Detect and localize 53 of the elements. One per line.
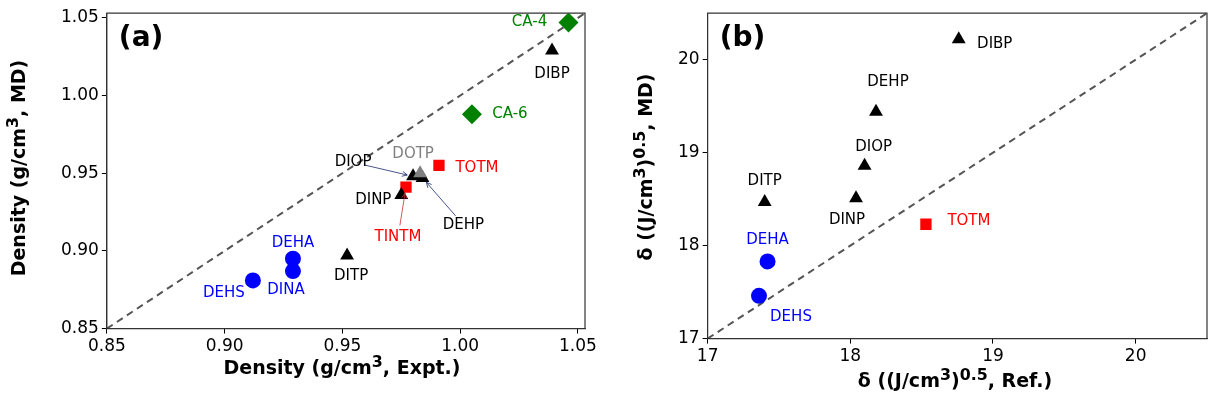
series-label: TOTM: [946, 211, 991, 230]
series-label: DINP: [828, 210, 866, 229]
x-tick-label: 17: [696, 345, 719, 366]
point: [951, 31, 966, 44]
text: TINTM: [373, 227, 422, 246]
x-axis-title: δ ((J/cm$^{3}$)$^{0.5}$, Ref.): [857, 365, 1053, 392]
point: [340, 247, 355, 260]
point: [857, 157, 872, 170]
y-tick-label: 1.00: [60, 83, 99, 104]
series-label: DEHA: [271, 232, 315, 251]
x-tick-label: 0.85: [87, 335, 126, 356]
series-label: CA-6: [492, 104, 528, 123]
y-tick-label: 18: [677, 234, 700, 255]
point: [751, 287, 767, 304]
series-label: DOTP: [392, 144, 434, 163]
point: [759, 253, 776, 270]
series-label: DEHS: [770, 306, 812, 325]
series-label: DIOP: [855, 136, 892, 155]
x-tick-label: 19: [982, 345, 1004, 366]
series-label: DEHP: [867, 71, 909, 90]
y-tick-label: 20: [677, 48, 700, 69]
x-tick-label: 18: [839, 345, 862, 366]
series-label: DINA: [267, 280, 306, 298]
point: [545, 42, 559, 55]
point: [413, 165, 428, 178]
y-tick-label: 0.95: [60, 161, 99, 182]
series-label: DITP: [747, 170, 782, 189]
series-label: DITP: [334, 266, 369, 285]
y-tick-label: 1.05: [60, 6, 99, 27]
text: DIOP: [334, 152, 372, 171]
point: [757, 193, 772, 206]
point: [920, 218, 932, 230]
y-tick-label: 19: [677, 141, 700, 162]
point: [849, 190, 863, 203]
y-tick-label: 0.85: [60, 317, 99, 338]
point: [284, 263, 301, 280]
point: [433, 159, 445, 172]
series-label: CA-4: [511, 12, 548, 31]
series-label: DINP: [355, 189, 392, 208]
y-tick-label: 0.90: [60, 239, 99, 260]
text: DEHP: [442, 214, 485, 233]
annotation: (b): [719, 20, 766, 54]
series-label: DIBP: [977, 34, 1013, 53]
x-tick-label: 1.05: [559, 335, 597, 356]
series-label: DEHS: [202, 283, 245, 302]
annotation: (a): [118, 20, 164, 54]
point: [461, 104, 482, 125]
point: [244, 272, 261, 289]
series-label: TOTM: [454, 158, 499, 177]
series-label: DEHA: [746, 230, 790, 249]
x-tick-label: 20: [1124, 345, 1147, 366]
point: [869, 103, 883, 116]
series-label: DIBP: [534, 64, 570, 83]
